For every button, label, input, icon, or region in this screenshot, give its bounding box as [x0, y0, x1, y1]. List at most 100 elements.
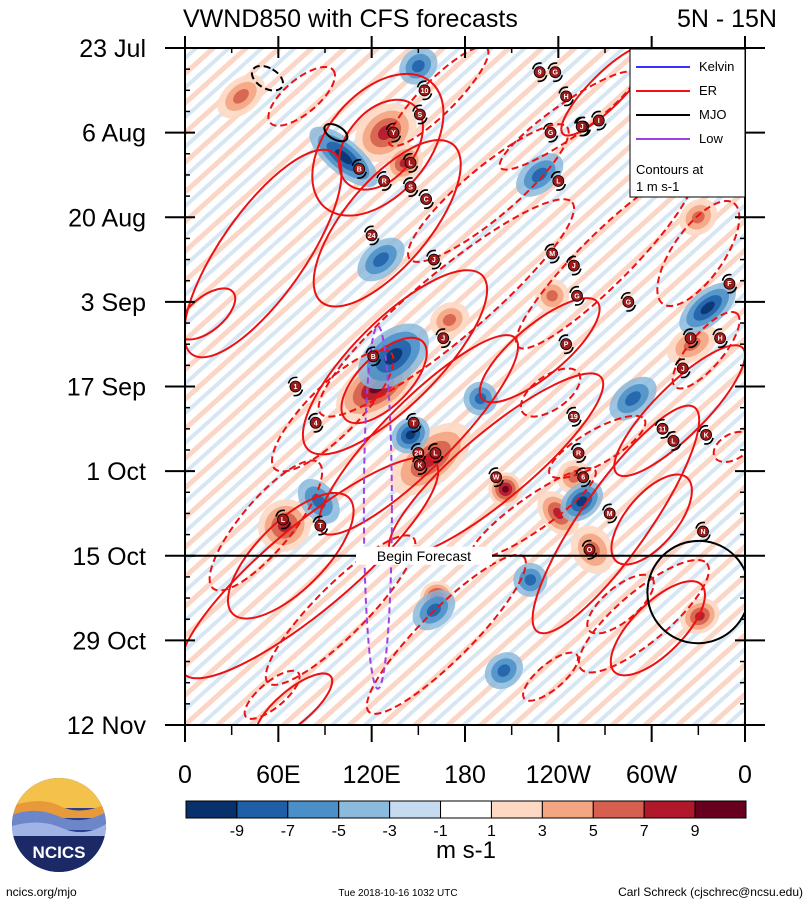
storm-swirl-28 — [675, 358, 691, 379]
colorbar-swatch-5 — [440, 800, 492, 819]
mjo-contour-0 — [646, 539, 745, 645]
legend-label-kelvin: Kelvin — [699, 59, 734, 74]
storm-label-30: 19 — [570, 414, 578, 421]
storm-disk-26 — [714, 332, 727, 345]
colorbar-label-1: -7 — [281, 823, 295, 840]
storm-symbol-35: K — [698, 424, 714, 445]
storm-disk-10 — [404, 156, 417, 169]
x-axis: 0 60E 120E 180 120W 60W 0 — [178, 36, 752, 789]
storm-symbol-42: M — [601, 503, 618, 524]
storm-symbol-41: W — [488, 467, 504, 488]
negative-anomaly-2-level-2 — [373, 252, 389, 267]
footer-website: ncics.org/mjo — [6, 885, 77, 899]
storm-label-40: 6 — [581, 475, 585, 482]
storm-swirl-14 — [550, 171, 567, 191]
storm-swirl-39 — [412, 455, 428, 476]
storm-label-5: Y — [391, 130, 396, 137]
positive-anomaly-15-level-2 — [233, 89, 249, 104]
storm-label-32: T — [412, 420, 417, 427]
storm-symbol-5: Y — [385, 122, 402, 143]
legend-label-er: ER — [699, 83, 717, 98]
er-contour-13 — [185, 287, 237, 341]
storm-disk-3 — [418, 84, 431, 97]
negative-anomaly-10-level-2 — [411, 59, 425, 73]
storm-label-42: M — [607, 511, 613, 518]
storm-label-26: H — [718, 336, 723, 343]
colorbar-label-2: -5 — [332, 823, 346, 840]
storm-swirl-35 — [698, 424, 714, 445]
y-tick-label-4: 17 Sep — [67, 374, 146, 402]
legend-note-line1: Contours at — [636, 162, 704, 177]
storm-label-3: 10 — [421, 88, 429, 95]
storm-disk-8 — [592, 114, 605, 127]
chart-title: VWND850 with CFS forecasts — [183, 5, 518, 33]
y-tick-label-7: 29 Oct — [72, 627, 146, 655]
er-contour-16 — [254, 672, 334, 725]
ncics-logo: NCICS — [12, 778, 106, 872]
storm-swirl-16 — [363, 225, 380, 246]
storm-label-15: J — [580, 124, 584, 131]
colorbar-swatch-0 — [185, 800, 238, 819]
storm-symbol-29: 1 — [287, 376, 304, 397]
storm-symbol-9: B — [351, 158, 367, 179]
storm-symbol-3: 10 — [416, 80, 433, 101]
storm-swirl-25 — [682, 328, 699, 349]
storm-label-24: P — [564, 342, 569, 349]
negative-anomaly-13 — [463, 381, 498, 416]
storm-symbol-40: 6 — [575, 467, 591, 488]
negative-anomaly-13-level-2 — [474, 392, 487, 405]
storm-symbol-20: G — [569, 285, 585, 306]
storm-symbol-32: T — [405, 412, 422, 433]
storm-label-35: K — [704, 432, 709, 439]
footer-timestamp: Tue 2018-10-16 1032 UTC — [338, 888, 457, 899]
storm-disk-14 — [552, 175, 565, 187]
storm-disk-35 — [700, 428, 713, 441]
storm-label-21: G — [626, 299, 632, 306]
storm-symbol-19: J — [566, 255, 582, 276]
storm-label-27: B — [371, 354, 376, 361]
storm-label-18: M — [549, 251, 555, 258]
storm-swirl-13 — [418, 189, 434, 210]
mjo-contour-1 — [323, 122, 349, 143]
storm-symbol-31: 4 — [307, 412, 324, 433]
storm-symbol-13: C — [418, 189, 434, 210]
storm-disk-27 — [367, 350, 380, 363]
forecast-label: Begin Forecast — [377, 548, 471, 564]
storm-disk-34 — [667, 435, 680, 447]
colorbar-label-9: 9 — [691, 823, 700, 840]
negative-anomaly-12-level-2 — [524, 574, 537, 586]
storm-symbol-2: H — [558, 86, 574, 107]
colorbar-units: m s-1 — [436, 837, 496, 864]
storm-swirl-15 — [573, 116, 590, 137]
storm-symbol-26: H — [712, 328, 728, 349]
storm-label-8: I — [598, 118, 600, 125]
y-tick-label-6: 15 Oct — [72, 543, 146, 571]
storm-disk-22 — [723, 277, 736, 290]
storm-swirl-2 — [558, 86, 574, 107]
positive-anomaly-12 — [535, 278, 570, 313]
storm-swirl-38 — [427, 443, 444, 463]
storm-label-17: J — [432, 257, 436, 264]
storm-swirl-24 — [558, 334, 574, 355]
storm-label-1: G — [552, 70, 558, 77]
storm-symbol-11: R — [376, 171, 392, 191]
positive-anomaly-15 — [217, 74, 265, 119]
storm-swirl-42 — [601, 503, 618, 524]
negative-anomaly-9 — [297, 479, 340, 524]
x-tick-label-4: 120W — [526, 761, 592, 789]
er-contour-18 — [267, 65, 336, 127]
storm-symbol-1: G — [547, 62, 563, 83]
negative-anomaly-11-level-2 — [625, 391, 641, 406]
storm-swirl-12 — [402, 177, 419, 197]
x-tick-label-2: 120E — [342, 761, 400, 789]
storm-swirl-0 — [531, 62, 548, 83]
storm-swirl-26 — [712, 328, 728, 349]
storm-disk-24 — [560, 338, 573, 351]
storm-label-41: W — [493, 475, 500, 482]
storm-disk-25 — [684, 332, 697, 345]
y-tick-label-1: 6 Aug — [82, 120, 146, 148]
negative-anomaly-8-level-2 — [497, 664, 511, 677]
storm-swirl-6 — [542, 122, 559, 143]
storm-disk-11 — [378, 175, 391, 187]
